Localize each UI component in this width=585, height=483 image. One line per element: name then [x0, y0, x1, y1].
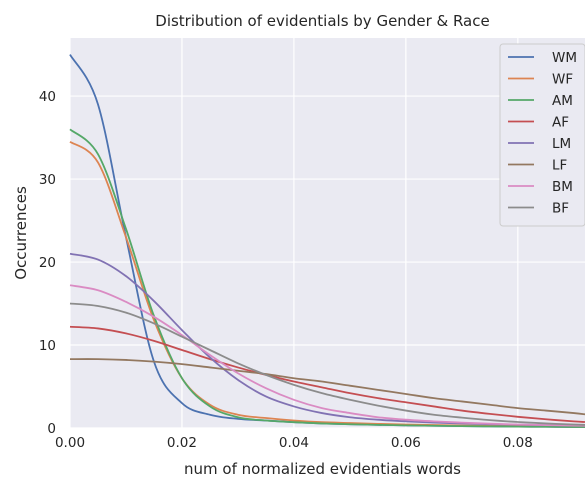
legend-label-bf: BF: [552, 201, 569, 217]
legend-label-bm: BM: [552, 179, 573, 195]
legend-label-am: AM: [552, 93, 573, 109]
x-tick-label: 0.08: [503, 435, 533, 451]
legend-label-af: AF: [552, 115, 569, 131]
series-line-bm: [69, 284, 585, 427]
x-tick-label: 0.06: [391, 435, 421, 451]
legend-label-wf: WF: [552, 72, 573, 88]
series-line-lf: [69, 358, 585, 416]
series-lines: [69, 54, 585, 428]
chart-title: Distribution of evidentials by Gender & …: [155, 12, 489, 30]
legend-box: [499, 43, 585, 227]
legend: WM WF AM AF LM LF BM BF: [499, 43, 585, 227]
x-tick-label: 0.00: [55, 435, 85, 451]
grid-lines: [69, 38, 585, 429]
y-tick-label: 30: [39, 172, 56, 188]
legend-label-wm: WM: [552, 50, 577, 66]
tick-labels: 0.00 0.02 0.04 0.06 0.08 0 10 20 30 40: [39, 89, 533, 451]
series-line-bf: [69, 302, 585, 426]
x-tick-label: 0.02: [167, 435, 197, 451]
plot-area: [70, 38, 585, 428]
y-tick-label: 40: [39, 89, 56, 105]
y-tick-label: 20: [39, 255, 56, 271]
legend-label-lm: LM: [552, 136, 571, 152]
y-axis-label: Occurrences: [12, 186, 30, 280]
legend-label-lf: LF: [552, 158, 567, 174]
y-tick-label: 10: [39, 338, 56, 354]
x-tick-label: 0.04: [279, 435, 309, 451]
series-line-af: [69, 325, 585, 423]
y-tick-label: 0: [47, 421, 56, 437]
x-axis-label: num of normalized evidentials words: [184, 460, 461, 478]
